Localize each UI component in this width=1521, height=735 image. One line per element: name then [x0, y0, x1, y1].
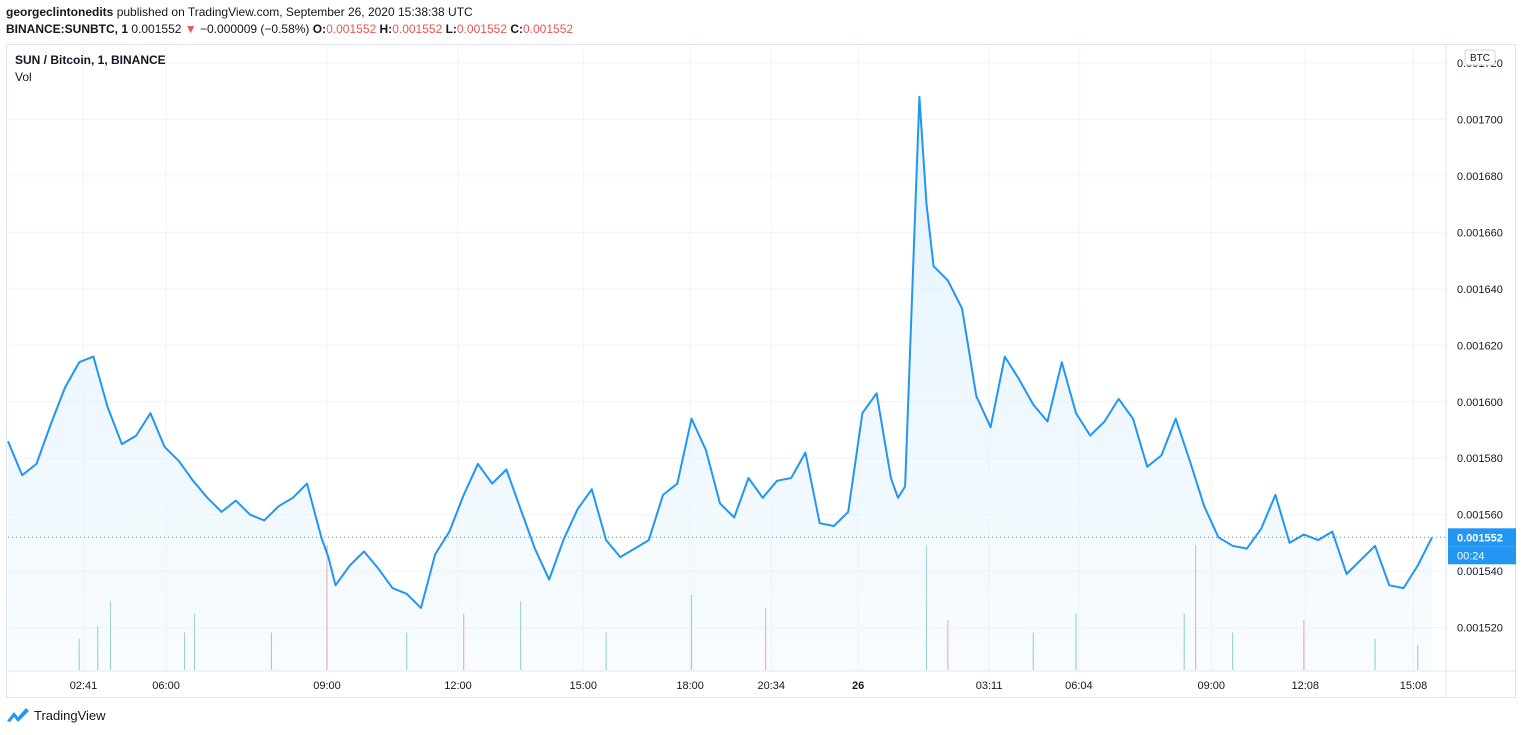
x-tick-label: 26 [852, 680, 864, 692]
tradingview-logo-icon [7, 708, 29, 722]
x-tick-label: 09:00 [313, 680, 341, 692]
x-tick-label: 02:41 [70, 680, 98, 692]
countdown-label: 00:24 [1457, 550, 1485, 562]
last-price: 0.001552 [131, 22, 182, 36]
published-text: published on TradingView.com, September … [116, 5, 473, 19]
x-tick-label: 15:08 [1400, 680, 1428, 692]
open-value: 0.001552 [326, 22, 377, 36]
publish-header: georgeclintonedits published on TradingV… [6, 4, 573, 38]
x-tick-label: 03:11 [976, 680, 1003, 692]
y-tick-label: 0.001660 [1457, 227, 1503, 239]
author-name[interactable]: georgeclintonedits [6, 5, 114, 19]
last-price-label: 0.001552 [1457, 532, 1503, 544]
x-tick-label: 06:00 [152, 680, 180, 692]
down-arrow-icon: ▼ [184, 22, 197, 36]
y-tick-label: 0.001700 [1457, 114, 1503, 126]
y-tick-label: 0.001640 [1457, 284, 1503, 296]
y-tick-label: 0.001580 [1457, 453, 1503, 465]
high-label: H: [379, 22, 393, 36]
close-label: C: [510, 22, 523, 36]
price-area [8, 96, 1432, 671]
x-tick-label: 20:34 [757, 680, 785, 692]
x-tick-label: 06:04 [1065, 680, 1093, 692]
close-value: 0.001552 [523, 22, 574, 36]
x-tick-label: 18:00 [676, 680, 704, 692]
y-tick-label: 0.001540 [1457, 566, 1503, 578]
y-tick-label: 0.001520 [1457, 623, 1503, 635]
currency-badge [1464, 49, 1496, 66]
x-tick-label: 12:08 [1291, 680, 1319, 692]
low-label: L: [445, 22, 457, 36]
countdown-badge [1448, 546, 1516, 565]
y-tick-label: 0.001620 [1457, 340, 1503, 352]
price-line [7, 95, 1433, 609]
chart-frame[interactable] [6, 44, 1516, 698]
high-value: 0.001552 [392, 22, 443, 36]
brand-name: TradingView [34, 707, 106, 723]
pane-title: SUN / Bitcoin, 1, BINANCE [15, 53, 166, 67]
y-tick-label: 0.001560 [1457, 510, 1503, 522]
publish-line: georgeclintonedits published on TradingV… [6, 4, 573, 21]
y-tick-label: 0.001600 [1457, 397, 1503, 409]
open-label: O: [312, 22, 327, 36]
y-tick-label: 0.001680 [1457, 171, 1503, 183]
last-price-badge [1448, 528, 1516, 547]
price-change: −0.000009 (−0.58%) [200, 22, 310, 36]
low-value: 0.001552 [456, 22, 507, 36]
ohlc-line: BINANCE:SUNBTC, 1 0.001552 ▼ −0.000009 (… [6, 21, 573, 38]
x-tick-label: 12:00 [444, 680, 472, 692]
currency-label: BTC [1470, 53, 1490, 64]
symbol-label: BINANCE:SUNBTC, 1 [6, 22, 129, 36]
tradingview-footer[interactable]: TradingView [6, 706, 106, 724]
x-tick-label: 09:00 [1198, 680, 1226, 692]
volume-label: Vol [15, 70, 32, 84]
x-tick-label: 15:00 [570, 680, 598, 692]
